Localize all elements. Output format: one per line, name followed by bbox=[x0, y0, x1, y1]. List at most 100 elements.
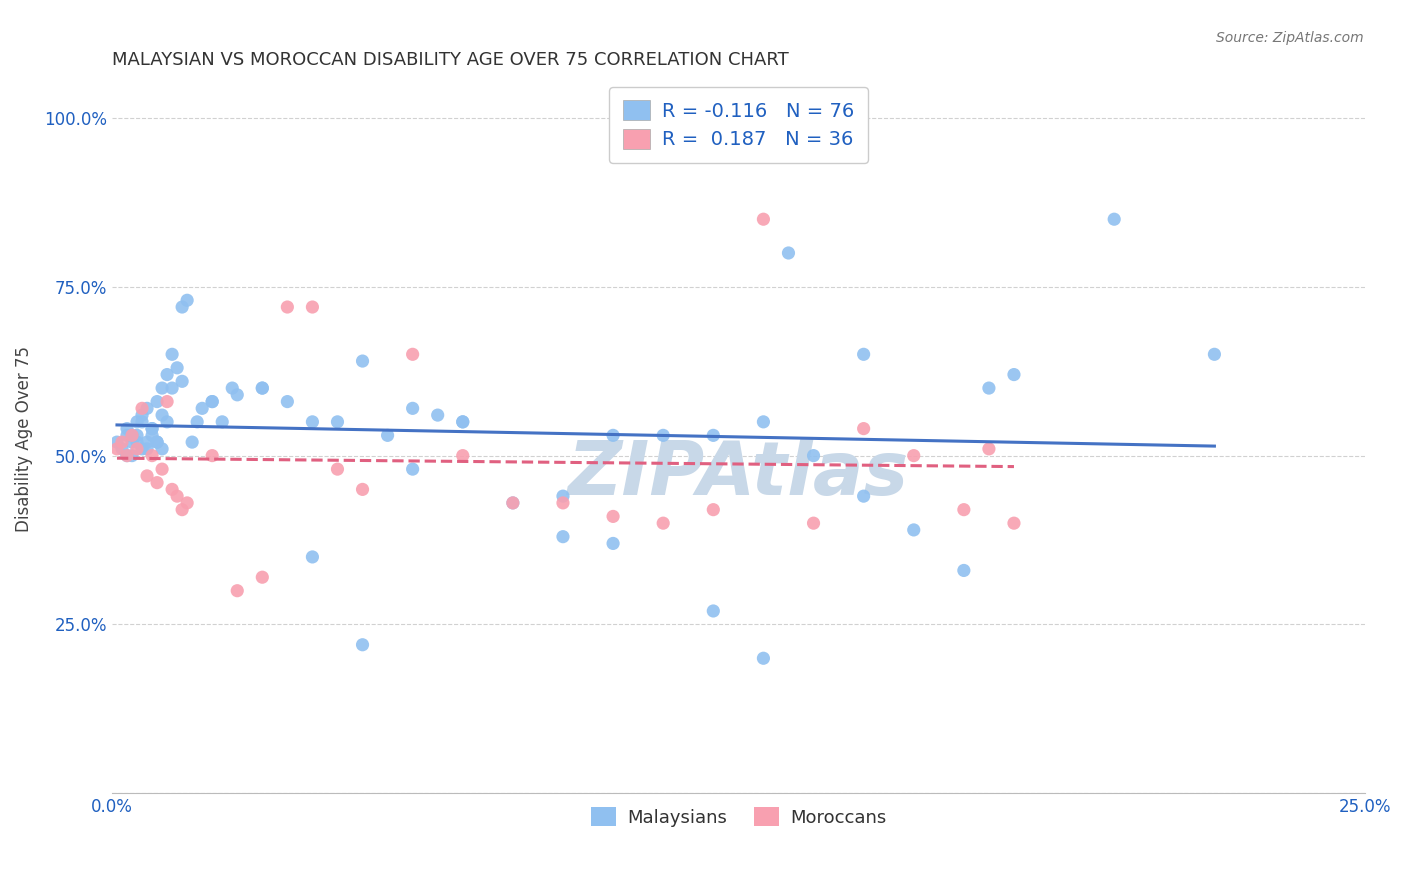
Point bbox=[226, 583, 249, 598]
Point bbox=[125, 435, 148, 450]
Point bbox=[301, 300, 323, 314]
Point bbox=[211, 415, 233, 429]
Point bbox=[551, 530, 574, 544]
Point bbox=[160, 347, 183, 361]
Point bbox=[150, 442, 173, 456]
Point bbox=[602, 536, 624, 550]
Point bbox=[115, 449, 138, 463]
Point bbox=[172, 300, 194, 314]
Point bbox=[125, 415, 148, 429]
Point bbox=[551, 489, 574, 503]
Point bbox=[377, 428, 399, 442]
Point bbox=[752, 651, 775, 665]
Point bbox=[125, 442, 148, 456]
Point bbox=[602, 428, 624, 442]
Point bbox=[186, 415, 208, 429]
Point bbox=[191, 401, 214, 416]
Point bbox=[903, 449, 925, 463]
Point bbox=[426, 408, 449, 422]
Point bbox=[1002, 368, 1025, 382]
Point bbox=[1102, 212, 1125, 227]
Point bbox=[131, 401, 153, 416]
Point bbox=[156, 415, 179, 429]
Point bbox=[326, 462, 349, 476]
Point bbox=[141, 421, 163, 435]
Point bbox=[352, 354, 374, 368]
Point bbox=[111, 435, 134, 450]
Point bbox=[176, 496, 198, 510]
Point bbox=[160, 483, 183, 497]
Point bbox=[852, 489, 875, 503]
Text: MALAYSIAN VS MOROCCAN DISABILITY AGE OVER 75 CORRELATION CHART: MALAYSIAN VS MOROCCAN DISABILITY AGE OVE… bbox=[112, 51, 789, 69]
Point bbox=[702, 428, 724, 442]
Y-axis label: Disability Age Over 75: Disability Age Over 75 bbox=[15, 346, 32, 532]
Point bbox=[121, 428, 143, 442]
Point bbox=[226, 388, 249, 402]
Point bbox=[136, 442, 159, 456]
Point bbox=[146, 394, 169, 409]
Point bbox=[131, 442, 153, 456]
Point bbox=[803, 449, 825, 463]
Point bbox=[1204, 347, 1226, 361]
Point bbox=[141, 449, 163, 463]
Point bbox=[136, 435, 159, 450]
Point bbox=[276, 300, 298, 314]
Point bbox=[652, 516, 675, 531]
Point bbox=[150, 381, 173, 395]
Point bbox=[146, 435, 169, 450]
Point bbox=[115, 421, 138, 435]
Point bbox=[146, 435, 169, 450]
Point bbox=[150, 408, 173, 422]
Point bbox=[121, 435, 143, 450]
Point bbox=[141, 421, 163, 435]
Point bbox=[176, 293, 198, 308]
Point bbox=[401, 347, 423, 361]
Point bbox=[852, 421, 875, 435]
Point bbox=[105, 435, 128, 450]
Point bbox=[1002, 516, 1025, 531]
Point bbox=[752, 415, 775, 429]
Point bbox=[752, 212, 775, 227]
Point bbox=[201, 449, 224, 463]
Point bbox=[136, 469, 159, 483]
Point bbox=[977, 381, 1000, 395]
Point bbox=[451, 415, 474, 429]
Point bbox=[451, 415, 474, 429]
Point bbox=[111, 442, 134, 456]
Point bbox=[252, 381, 274, 395]
Point bbox=[131, 415, 153, 429]
Point bbox=[352, 638, 374, 652]
Text: Source: ZipAtlas.com: Source: ZipAtlas.com bbox=[1216, 31, 1364, 45]
Point bbox=[156, 394, 179, 409]
Point bbox=[121, 428, 143, 442]
Point bbox=[551, 496, 574, 510]
Point bbox=[803, 516, 825, 531]
Point bbox=[115, 428, 138, 442]
Point bbox=[252, 381, 274, 395]
Point bbox=[172, 374, 194, 388]
Text: ZIPAtlas: ZIPAtlas bbox=[568, 438, 908, 511]
Point bbox=[221, 381, 243, 395]
Point bbox=[201, 394, 224, 409]
Point bbox=[953, 564, 976, 578]
Point bbox=[702, 604, 724, 618]
Point bbox=[125, 428, 148, 442]
Point bbox=[977, 442, 1000, 456]
Point bbox=[502, 496, 524, 510]
Point bbox=[166, 489, 188, 503]
Point bbox=[146, 475, 169, 490]
Point bbox=[181, 435, 204, 450]
Point bbox=[201, 394, 224, 409]
Point bbox=[166, 360, 188, 375]
Point bbox=[156, 368, 179, 382]
Point bbox=[326, 415, 349, 429]
Point bbox=[172, 502, 194, 516]
Point bbox=[352, 483, 374, 497]
Point bbox=[401, 401, 423, 416]
Point bbox=[121, 449, 143, 463]
Point bbox=[702, 502, 724, 516]
Legend: Malaysians, Moroccans: Malaysians, Moroccans bbox=[583, 800, 893, 834]
Point bbox=[160, 381, 183, 395]
Point bbox=[401, 462, 423, 476]
Point bbox=[852, 347, 875, 361]
